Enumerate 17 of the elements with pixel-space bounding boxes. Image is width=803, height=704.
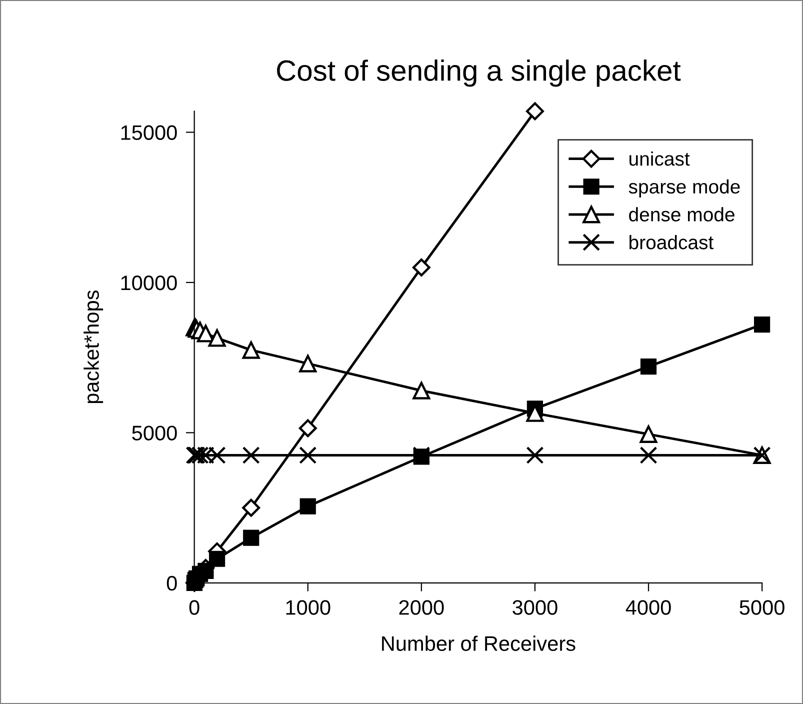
legend-label: broadcast xyxy=(630,235,714,250)
x-tick-label: 5000 xyxy=(740,600,784,615)
x-tick-label: 0 xyxy=(189,600,200,615)
y-tick-label: 5000 xyxy=(132,426,177,440)
y-axis-title: packet*hops xyxy=(84,290,104,404)
chart-title: Cost of sending a single packet xyxy=(277,60,681,87)
x-axis-title: Number of Receivers xyxy=(382,636,576,651)
x-tick-label: 3000 xyxy=(512,600,558,615)
legend-label: dense mode xyxy=(629,207,734,222)
y-tick-label: 15000 xyxy=(121,125,177,140)
x-tick-label: 4000 xyxy=(626,600,671,615)
x-tick-label: 1000 xyxy=(286,600,330,615)
legend-label: sparse mode xyxy=(628,179,740,198)
y-tick-label: 0 xyxy=(166,576,177,591)
y-tick-label: 10000 xyxy=(121,275,177,290)
legend-label: unicast xyxy=(630,151,690,166)
x-tick-label: 2000 xyxy=(399,600,444,615)
